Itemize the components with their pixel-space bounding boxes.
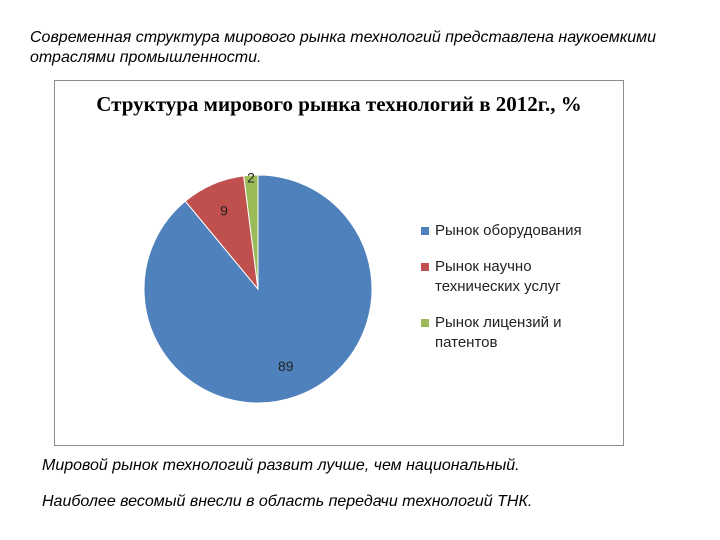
legend-label-2: Рынок научно технических услуг [435,258,561,295]
intro-text: Современная структура мирового рынка тех… [30,29,657,66]
chart-legend: Рынок оборудования Рынок научно техническ… [419,221,619,369]
legend-item-1: Рынок оборудования [419,221,619,241]
pie-chart: 89 9 2 [143,170,373,404]
legend-swatch-3 [421,319,429,327]
legend-item-2: Рынок научно технических услуг [419,257,619,297]
chart-frame: Структура мирового рынка технологий в 20… [54,80,624,446]
footer-line-1: Мировой рынок технологий развит лучше, ч… [42,457,520,474]
pie-slice-3 [243,174,259,290]
chart-title: Структура мирового рынка технологий в 20… [96,92,582,116]
legend-label-3: Рынок лицензий и патентов [435,314,562,351]
data-label-2: 9 [220,203,228,219]
legend-swatch-2 [421,263,429,271]
footer-line-2: Наиболее весомый внесли в область переда… [42,493,533,510]
legend-item-3: Рынок лицензий и патентов [419,313,619,353]
data-label-1: 89 [278,358,294,374]
legend-label-1: Рынок оборудования [435,222,582,239]
data-label-3: 2 [247,170,255,186]
legend-swatch-1 [421,227,429,235]
